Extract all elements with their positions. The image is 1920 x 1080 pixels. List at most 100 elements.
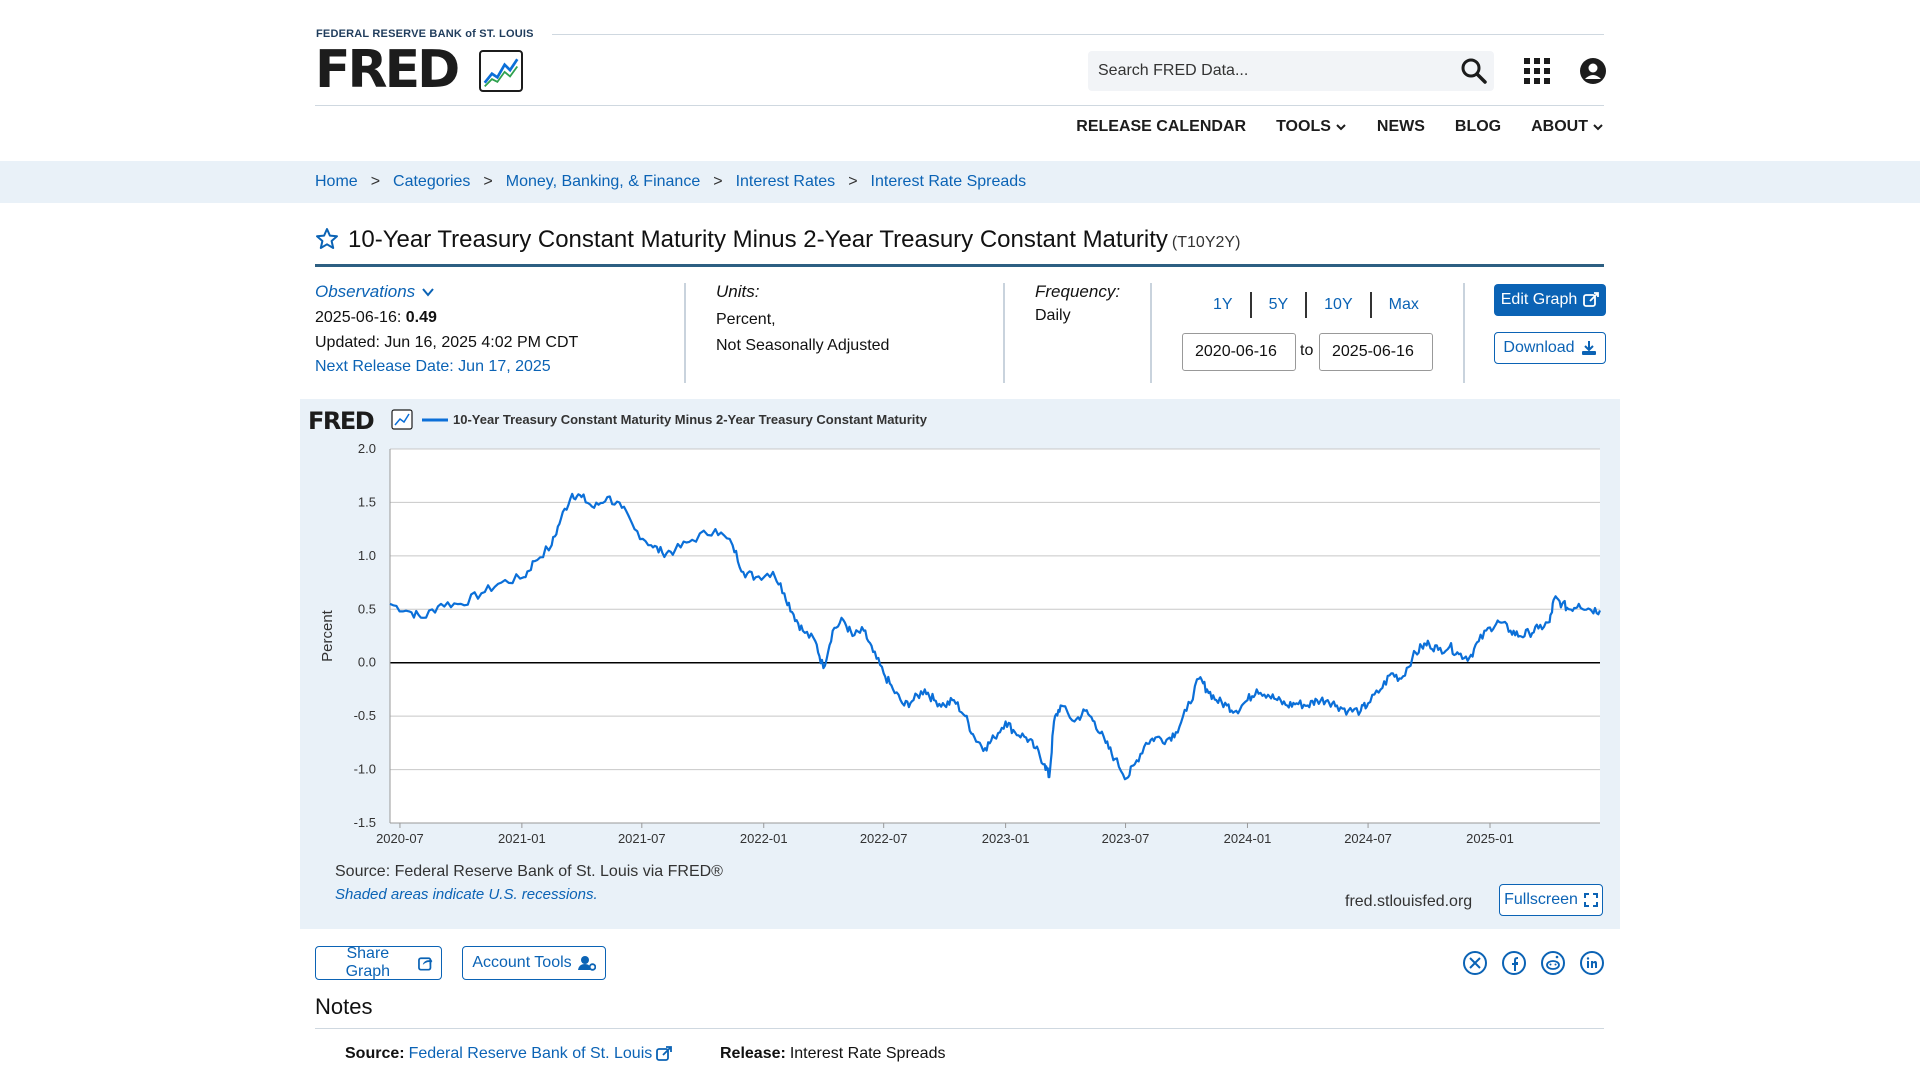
next-release-link[interactable]: Next Release Date: Jun 17, 2025 (315, 358, 551, 375)
search-box[interactable] (1088, 51, 1494, 91)
title-divider (315, 264, 1604, 267)
note-release-value: Interest Rate Spreads (789, 1045, 946, 1062)
x-tick-label: 2022-07 (860, 831, 908, 846)
y-tick-label: -1.5 (354, 815, 376, 830)
header-divider (552, 34, 1604, 35)
nav-release-calendar[interactable]: RELEASE CALENDAR (1076, 118, 1246, 136)
observation-date: 2025-06-16: (315, 309, 402, 326)
fullscreen-button[interactable]: Fullscreen (1499, 884, 1603, 916)
breadcrumb-interest-rate-spreads[interactable]: Interest Rate Spreads (870, 173, 1027, 190)
chevron-down-icon (1336, 124, 1346, 131)
edit-graph-button[interactable]: Edit Graph (1494, 284, 1606, 316)
units-label: Units: (716, 282, 760, 301)
y-tick-label: 2.0 (358, 441, 376, 456)
download-icon (1581, 341, 1596, 355)
facebook-icon[interactable] (1502, 951, 1526, 975)
observation-value: 0.49 (405, 309, 437, 326)
note-source: Source: Federal Reserve Bank of St. Loui… (345, 1045, 673, 1063)
y-tick-label: 0.5 (358, 601, 376, 616)
meta-divider (684, 283, 686, 383)
nav-news[interactable]: NEWS (1377, 118, 1425, 136)
meta-divider (1463, 283, 1465, 383)
nav-label: RELEASE CALENDAR (1076, 118, 1247, 135)
range-max-button[interactable]: Max (1369, 292, 1436, 318)
x-tick-label: 2022-01 (740, 831, 788, 846)
breadcrumb: Home > Categories > Money, Banking, & Fi… (315, 173, 1026, 191)
range-1y-button[interactable]: 1Y (1213, 296, 1233, 313)
legend-label: 10-Year Treasury Constant Maturity Minus… (453, 412, 928, 427)
units-line: Not Seasonally Adjusted (716, 337, 890, 354)
breadcrumb-separator: > (848, 173, 858, 190)
download-button[interactable]: Download (1494, 332, 1606, 364)
user-account-icon[interactable] (1580, 58, 1606, 84)
range-10y-button[interactable]: 10Y (1305, 292, 1369, 318)
x-tick-label: 2020-07 (376, 831, 424, 846)
frequency-label: Frequency: (1035, 282, 1121, 301)
graph-source: Source: Federal Reserve Bank of St. Loui… (335, 863, 723, 880)
meta-divider (1150, 283, 1152, 383)
share-graph-label: Share Graph (345, 945, 391, 980)
fred-chart-logo-icon[interactable] (479, 50, 523, 92)
header-divider-2 (315, 105, 1604, 106)
fullscreen-icon (1583, 893, 1598, 907)
observations-toggle[interactable]: Observations (315, 282, 435, 302)
main-nav: RELEASE CALENDAR TOOLS NEWS BLOG ABOUT (1076, 118, 1604, 136)
nav-tools[interactable]: TOOLS (1276, 118, 1347, 136)
date-range-to: to (1300, 342, 1314, 359)
breadcrumb-interest-rates[interactable]: Interest Rates (735, 173, 836, 190)
breadcrumb-bar: Home > Categories > Money, Banking, & Fi… (0, 161, 1920, 203)
graph-panel: 2.0 1.5 1.0 0.5 0.0 -0.5 -1.0 -1.5 2020-07 2021-0… (300, 399, 1620, 929)
account-tools-button[interactable]: Account Tools (462, 946, 606, 980)
search-icon[interactable] (1460, 57, 1488, 85)
y-tick-label: 0.0 (358, 655, 376, 670)
linkedin-icon[interactable] (1580, 951, 1604, 975)
breadcrumb-home[interactable]: Home (315, 173, 358, 190)
reddit-icon[interactable] (1541, 951, 1565, 975)
page-title: 10-Year Treasury Constant Maturity Minus… (348, 226, 1240, 254)
nav-label: ABOUT (1531, 118, 1588, 135)
edit-graph-label: Edit Graph (1500, 291, 1578, 308)
nav-blog[interactable]: BLOG (1455, 118, 1501, 136)
x-tick-label: 2024-07 (1344, 831, 1392, 846)
chart-fred-logo: FRED (308, 407, 374, 435)
star-icon[interactable] (315, 227, 339, 251)
chart-logo-icon-line (394, 413, 410, 426)
y-tick-label: -1.0 (354, 762, 376, 777)
y-tick-label: 1.5 (358, 494, 376, 509)
range-5y-button[interactable]: 5Y (1249, 292, 1306, 318)
series-line (389, 492, 1602, 781)
external-link-icon[interactable] (656, 1046, 673, 1062)
fred-logo[interactable]: FRED (315, 40, 460, 100)
plot-area (390, 449, 1600, 823)
chevron-down-icon (1593, 124, 1603, 131)
apps-grid-icon[interactable] (1524, 58, 1550, 84)
breadcrumb-separator: > (483, 173, 493, 190)
share-graph-button[interactable]: Share Graph (315, 945, 442, 980)
breadcrumb-separator: > (713, 173, 723, 190)
note-release-label: Release: (720, 1045, 786, 1062)
nav-about[interactable]: ABOUT (1531, 118, 1604, 136)
note-source-label: Source: (345, 1045, 405, 1062)
site-url: fred.stlouisfed.org (1345, 893, 1473, 910)
x-tick-label: 2023-07 (1102, 831, 1150, 846)
breadcrumb-money-banking[interactable]: Money, Banking, & Finance (505, 173, 701, 190)
breadcrumb-categories[interactable]: Categories (393, 173, 471, 190)
x-tick-label: 2021-07 (618, 831, 666, 846)
updated-timestamp: Updated: Jun 16, 2025 4:02 PM CDT (315, 334, 579, 351)
account-tools-label: Account Tools (472, 954, 572, 971)
x-tick-label: 2023-01 (982, 831, 1030, 846)
end-date-input[interactable] (1319, 333, 1433, 371)
notes-divider (315, 1028, 1604, 1029)
frequency-value: Daily (1035, 307, 1071, 324)
note-source-link[interactable]: Federal Reserve Bank of St. Louis (408, 1045, 653, 1062)
start-date-input[interactable] (1182, 333, 1296, 371)
y-tick-label: -0.5 (354, 708, 376, 723)
fed-org-name: FEDERAL RESERVE BANK of ST. LOUIS (316, 28, 534, 40)
share-icon (417, 957, 433, 971)
x-twitter-icon[interactable] (1463, 951, 1487, 975)
x-tick-label: 2025-01 (1466, 831, 1514, 846)
recession-note-link[interactable]: Shaded areas indicate U.S. recessions. (335, 886, 598, 903)
search-input[interactable] (1098, 51, 1438, 91)
meta-divider (1003, 283, 1005, 383)
